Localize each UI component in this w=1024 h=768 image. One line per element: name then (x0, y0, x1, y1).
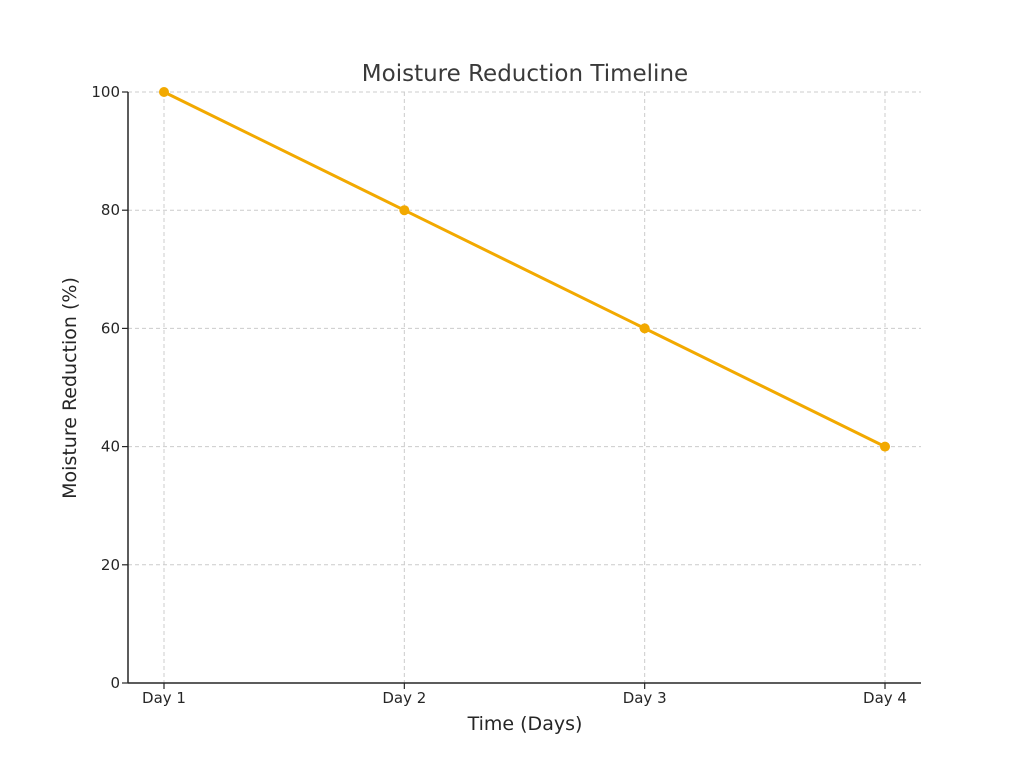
y-tick-label-60: 60 (101, 319, 120, 337)
x-tick-label-4: Day 4 (863, 689, 907, 707)
chart-title: Moisture Reduction Timeline (362, 61, 688, 87)
grid (128, 91, 921, 684)
data-point-day-3 (639, 323, 650, 334)
axes (127, 92, 921, 684)
x-tick-label-3: Day 3 (623, 689, 667, 707)
series-line-1 (162, 90, 887, 449)
x-tick-label-2: Day 2 (382, 689, 426, 707)
x-tick-label-1: Day 1 (142, 689, 186, 707)
series (159, 87, 890, 452)
data-point-day-2 (399, 205, 410, 216)
x-ticks: Day 1 Day 2 Day 3 Day 4 (142, 683, 907, 707)
y-tick-label-0: 0 (110, 674, 120, 692)
y-ticks: 0 20 40 60 80 100 (91, 83, 128, 692)
data-point-day-4 (880, 441, 890, 452)
x-axis-label: Time (Days) (467, 713, 583, 735)
y-tick-label-20: 20 (101, 556, 120, 574)
y-axis-label: Moisture Reduction (%) (59, 277, 81, 499)
y-tick-label-100: 100 (91, 83, 120, 101)
data-point-day-1 (159, 87, 169, 97)
y-tick-label-80: 80 (101, 201, 120, 219)
y-tick-label-40: 40 (101, 438, 120, 456)
